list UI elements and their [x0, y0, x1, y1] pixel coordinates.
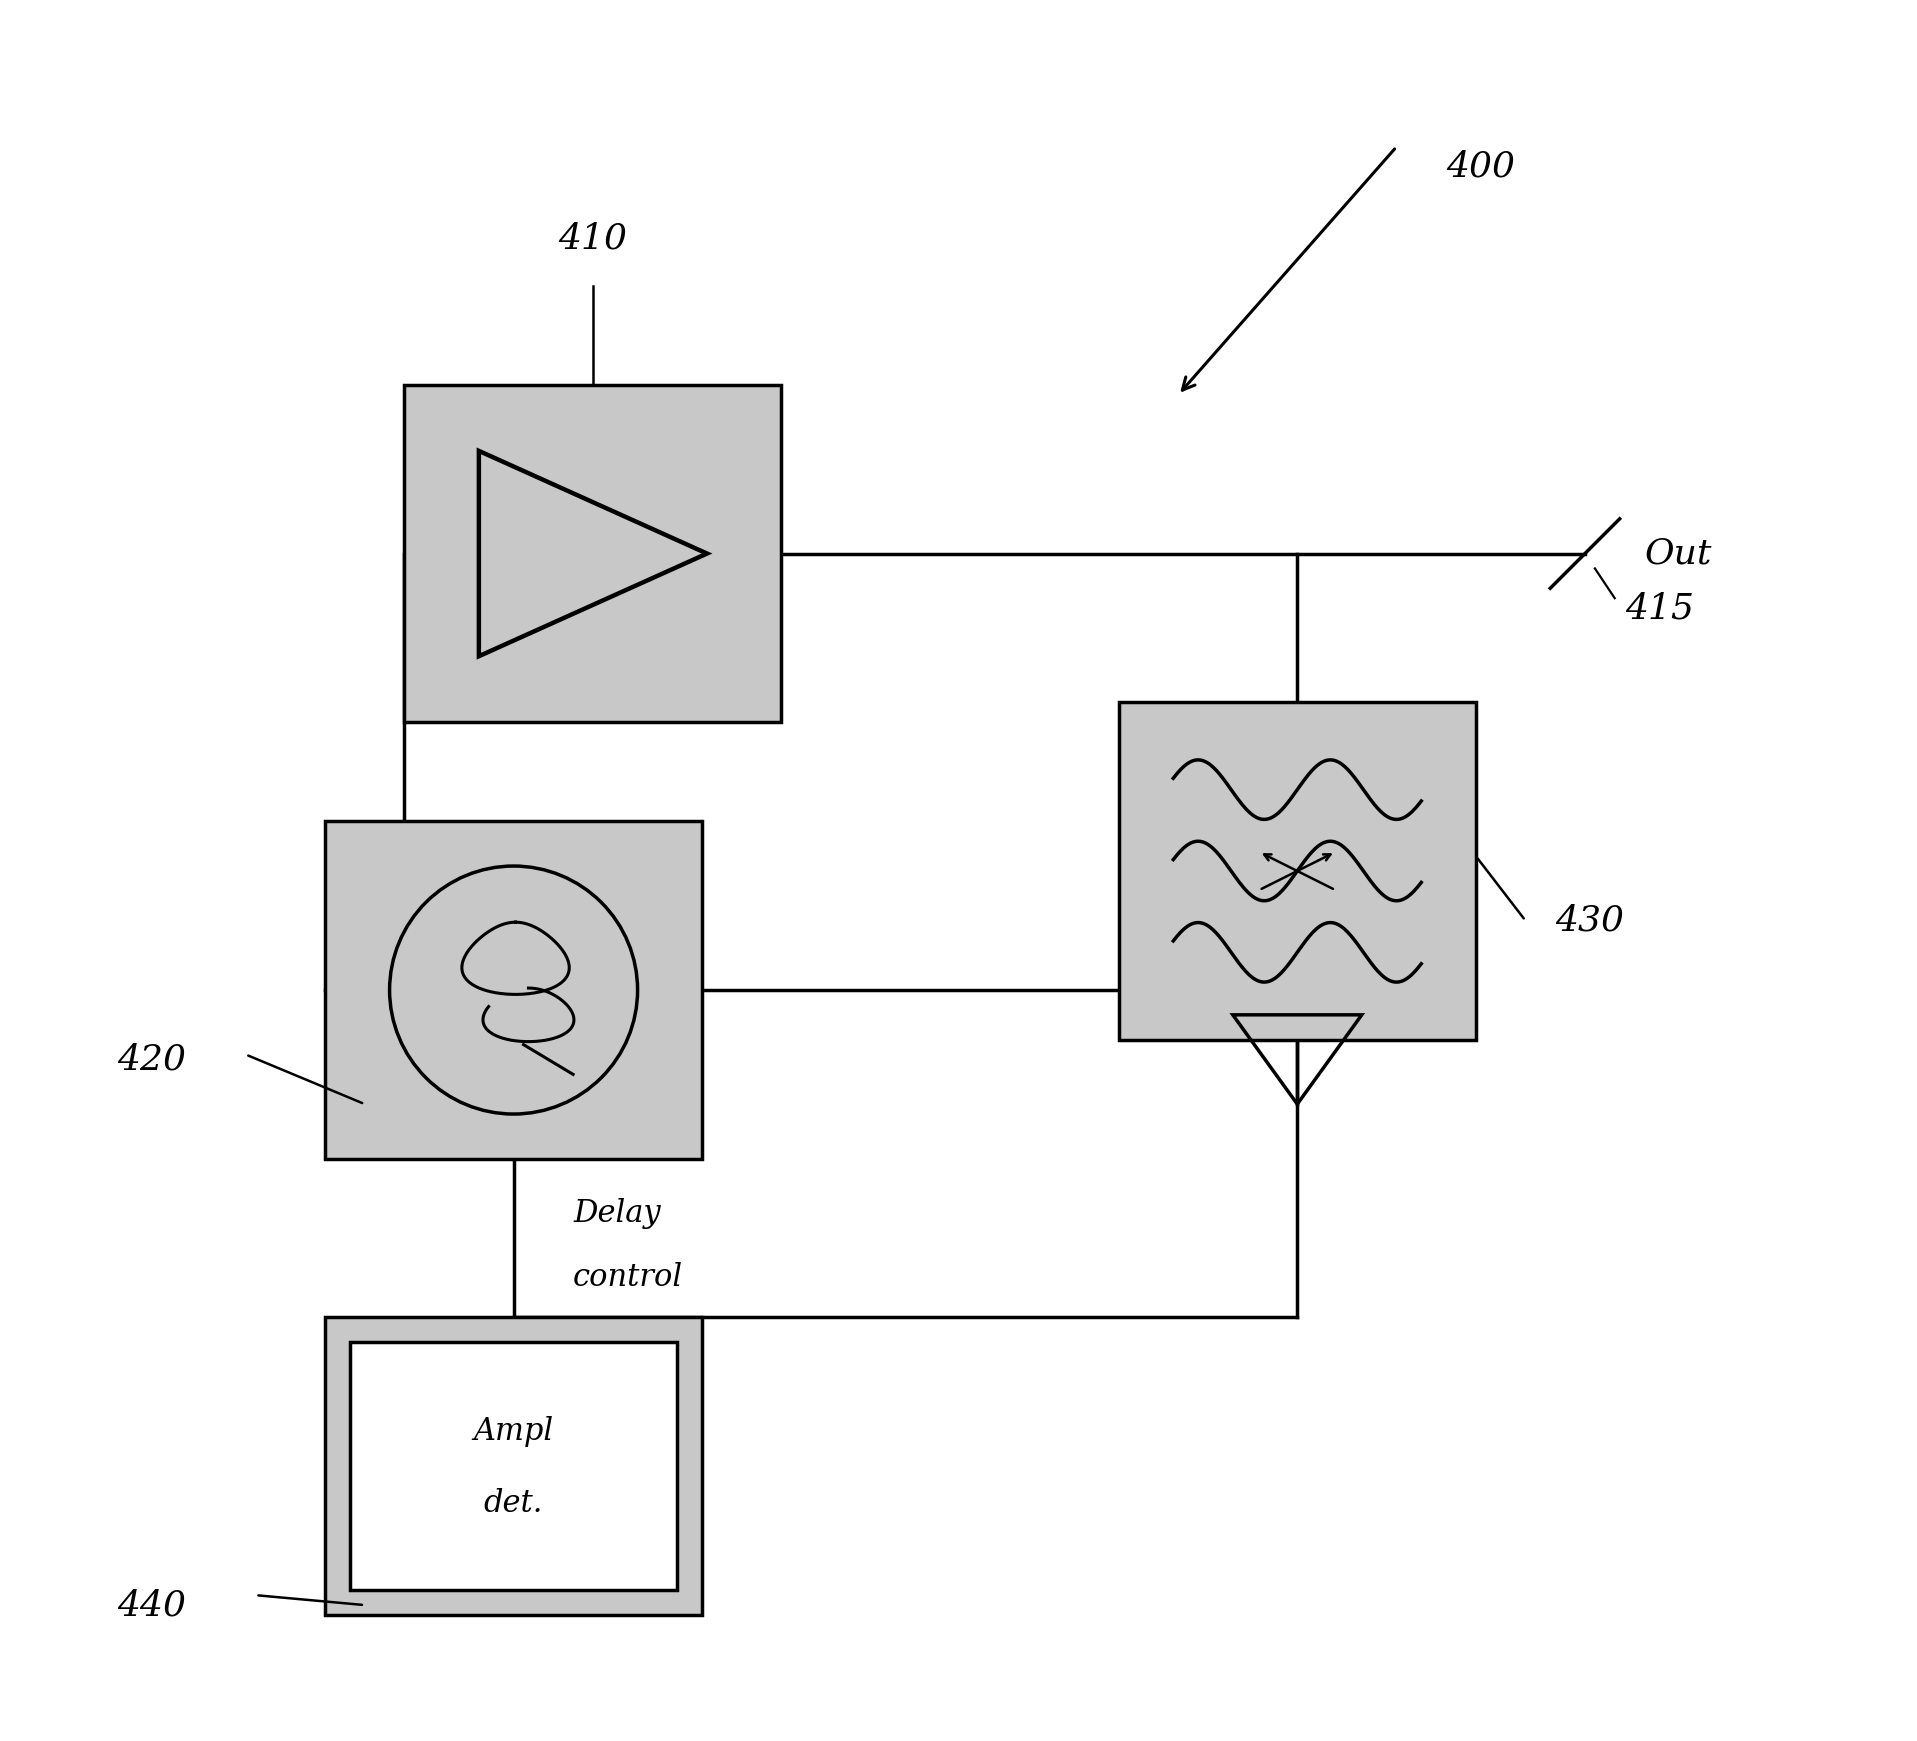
Text: det.: det.: [483, 1489, 543, 1520]
Text: Out: Out: [1645, 536, 1712, 571]
Text: 415: 415: [1624, 592, 1693, 625]
Text: control: control: [573, 1262, 682, 1294]
Text: Delay: Delay: [573, 1198, 661, 1229]
Bar: [404, 385, 782, 723]
Text: 410: 410: [558, 221, 627, 256]
Text: Ampl: Ampl: [473, 1415, 554, 1447]
Bar: [1120, 702, 1476, 1039]
Bar: [326, 822, 702, 1160]
Bar: [326, 1318, 702, 1616]
Text: 420: 420: [117, 1043, 186, 1076]
Text: 430: 430: [1555, 904, 1624, 938]
Bar: [351, 1342, 677, 1590]
Text: 440: 440: [117, 1588, 186, 1623]
Text: 400: 400: [1445, 150, 1514, 183]
